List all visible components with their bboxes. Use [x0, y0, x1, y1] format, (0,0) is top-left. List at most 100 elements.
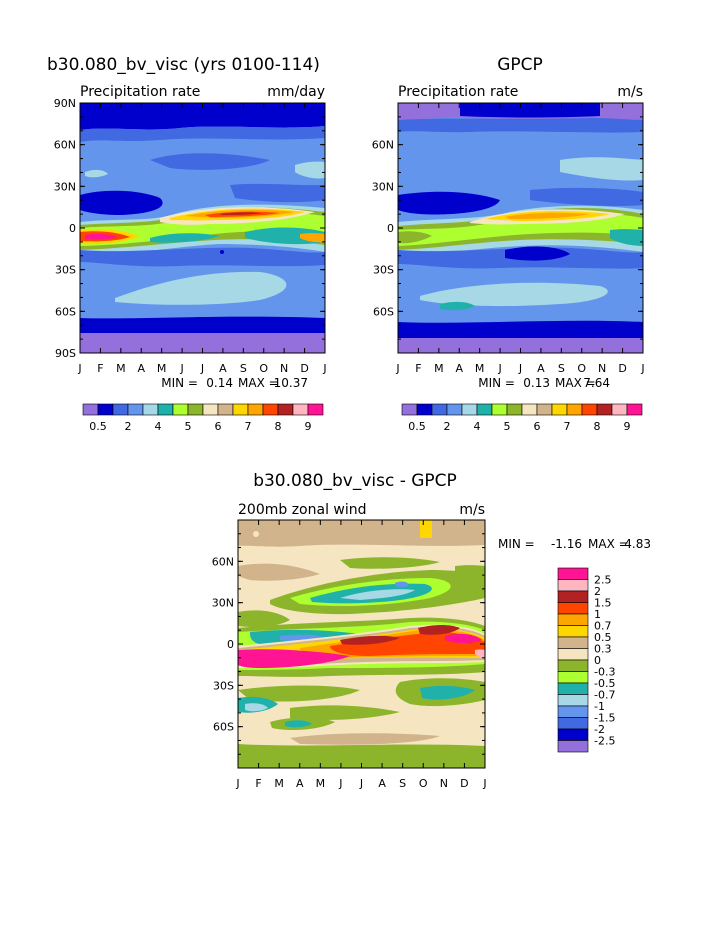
colorbar-swatch	[127, 403, 144, 416]
y-tick-label: 60N	[372, 139, 394, 152]
panel-1-colorbar: 0.5 2 4 5 6 7 8 9	[82, 403, 324, 433]
x-tick-label: J	[482, 777, 486, 790]
colorbar-swatch	[461, 403, 478, 416]
colorbar-label: 0.5	[408, 420, 426, 433]
colorbar-swatch	[416, 403, 433, 416]
colorbar-label: 5	[504, 420, 511, 433]
colorbar-swatch	[557, 625, 589, 638]
colorbar-label: 6	[534, 420, 541, 433]
panel-3-max-label: MAX =	[588, 537, 629, 551]
y-tick-label: 30S	[373, 264, 394, 277]
panel-2-field	[398, 103, 643, 353]
panel-3-units: m/s	[459, 502, 485, 518]
y-tick-label: 60S	[373, 305, 394, 318]
colorbar-swatch	[521, 403, 538, 416]
colorbar-swatch	[112, 403, 129, 416]
colorbar-swatch	[557, 728, 589, 741]
colorbar-swatch	[557, 567, 589, 580]
y-tick-label: 30N	[212, 597, 234, 610]
x-tick-label: J	[640, 362, 644, 375]
colorbar-label: 0.7	[594, 620, 612, 633]
x-tick-label: A	[219, 362, 227, 375]
colorbar-swatch	[557, 694, 589, 707]
colorbar-swatch	[557, 613, 589, 626]
colorbar-swatch	[172, 403, 189, 416]
x-tick-label: A	[378, 777, 386, 790]
colorbar-label: 1	[594, 608, 601, 621]
colorbar-label: -1.5	[594, 712, 615, 725]
colorbar-label: -1	[594, 700, 605, 713]
y-tick-label: 60N	[212, 555, 234, 568]
x-tick-label: A	[537, 362, 545, 375]
colorbar-swatch	[557, 648, 589, 661]
colorbar-swatch	[557, 602, 589, 615]
colorbar-label: 4	[155, 420, 162, 433]
colorbar-label: 0.3	[594, 643, 612, 656]
colorbar-swatch	[536, 403, 553, 416]
colorbar-swatch	[202, 403, 219, 416]
x-tick-label: O	[259, 362, 268, 375]
x-tick-label: O	[419, 777, 428, 790]
colorbar-swatch	[581, 403, 598, 416]
x-tick-label: M	[434, 362, 444, 375]
colorbar-label: 2.5	[594, 574, 612, 587]
colorbar-label: -0.3	[594, 666, 615, 679]
x-tick-label: A	[137, 362, 145, 375]
colorbar-swatch	[611, 403, 628, 416]
colorbar-swatch	[277, 403, 294, 416]
colorbar-swatch	[557, 682, 589, 695]
colorbar-label: 1.5	[594, 597, 612, 610]
panel-1-min-label: MIN =	[161, 376, 198, 390]
colorbar-swatch	[446, 403, 463, 416]
x-tick-label: M	[157, 362, 167, 375]
y-tick-label: 90S	[55, 347, 76, 360]
colorbar-label: 0.5	[89, 420, 107, 433]
panel-1-min-value: 0.14	[206, 376, 233, 390]
panel-3-colorbar: 2.521.510.70.50.30-0.3-0.5-0.7-1-1.5-2-2…	[557, 567, 615, 753]
colorbar-label: 9	[624, 420, 631, 433]
x-tick-label: J	[395, 362, 399, 375]
colorbar-swatch	[292, 403, 309, 416]
colorbar-swatch	[307, 403, 324, 416]
colorbar-label: -0.5	[594, 677, 615, 690]
y-tick-label: 30S	[213, 679, 234, 692]
colorbar-swatch	[401, 403, 418, 416]
x-tick-label: J	[359, 777, 363, 790]
colorbar-swatch	[557, 705, 589, 718]
colorbar-swatch	[506, 403, 523, 416]
panel-1-units: mm/day	[267, 84, 325, 100]
x-tick-label: N	[440, 777, 448, 790]
colorbar-label: -0.7	[594, 689, 615, 702]
colorbar-swatch	[431, 403, 448, 416]
x-tick-label: J	[338, 777, 342, 790]
panel-2-max-label: MAX =	[555, 376, 596, 390]
x-tick-label: A	[296, 777, 304, 790]
colorbar-swatch	[557, 717, 589, 730]
colorbar-swatch	[557, 659, 589, 672]
colorbar-label: -2	[594, 723, 605, 736]
colorbar-swatch	[557, 579, 589, 592]
panel-2-min-value: 0.13	[523, 376, 550, 390]
x-tick-label: J	[77, 362, 81, 375]
y-tick-label: 90N	[54, 97, 76, 110]
x-tick-label: F	[97, 362, 103, 375]
colorbar-swatch	[157, 403, 174, 416]
colorbar-label: 0	[594, 654, 601, 667]
x-tick-label: J	[200, 362, 204, 375]
panel-3: b30.080_bv_visc - GPCP 200mb zonal wind …	[212, 471, 651, 790]
panel-2-title: GPCP	[497, 55, 543, 75]
colorbar-swatch	[626, 403, 643, 416]
colorbar-swatch	[557, 671, 589, 684]
panel-3-field	[238, 520, 485, 768]
x-tick-label: M	[316, 777, 326, 790]
colorbar-swatch	[551, 403, 568, 416]
panel-1-title: b30.080_bv_visc (yrs 0100-114)	[47, 55, 320, 75]
x-tick-label: N	[280, 362, 288, 375]
x-tick-label: S	[399, 777, 406, 790]
colorbar-swatch	[187, 403, 204, 416]
panel-3-title: b30.080_bv_visc - GPCP	[253, 471, 457, 491]
panel-3-left-label: 200mb zonal wind	[238, 502, 367, 518]
colorbar-swatch	[491, 403, 508, 416]
x-tick-label: J	[518, 362, 522, 375]
